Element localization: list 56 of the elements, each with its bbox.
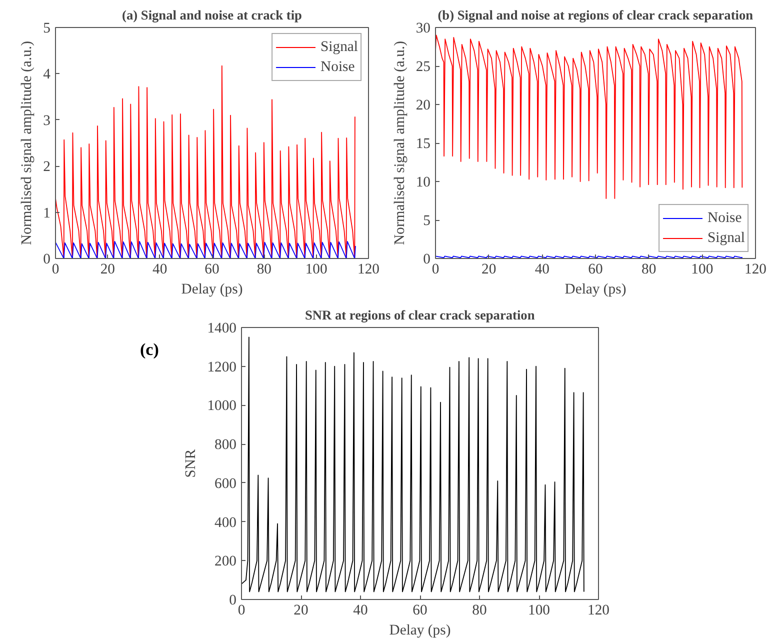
y-tick-label: 600 <box>214 476 236 492</box>
line-series <box>242 336 584 592</box>
x-axis-title: Delay (ps) <box>181 282 243 298</box>
x-tick-label: 120 <box>744 262 766 278</box>
y-tick-label: 200 <box>214 554 236 570</box>
x-tick-label: 100 <box>528 602 550 618</box>
y-tick-label: 25 <box>416 59 430 75</box>
x-tick-label: 80 <box>256 262 272 278</box>
y-tick-label: 800 <box>214 437 236 454</box>
y-tick-label: 1400 <box>207 320 236 336</box>
chart-title: SNR at regions of clear crack separation <box>305 308 536 322</box>
y-tick-label: 10 <box>416 174 430 190</box>
x-tick-label: 60 <box>204 262 220 278</box>
x-tick-label: 80 <box>472 602 487 618</box>
x-tick-label: 20 <box>294 602 308 618</box>
y-tick-label: 4 <box>43 66 52 83</box>
y-tick-label: 2 <box>43 159 50 176</box>
y-tick-label: 5 <box>423 213 430 229</box>
chart-title: (b) Signal and noise at regions of clear crack separation <box>438 8 754 22</box>
x-tick-label: 100 <box>305 262 328 278</box>
x-tick-label: 20 <box>100 262 115 278</box>
y-tick-label: 0 <box>43 252 50 268</box>
x-tick-label: 80 <box>642 262 656 278</box>
y-tick-label: 0 <box>229 592 236 608</box>
x-tick-label: 100 <box>691 262 714 278</box>
x-tick-label: 60 <box>588 262 603 278</box>
chart-title: (a) Signal and noise at crack tip <box>122 8 302 22</box>
legend-label: Noise <box>708 210 742 226</box>
x-axis-title: Delay (ps) <box>389 622 451 638</box>
x-tick-label: 20 <box>482 262 496 278</box>
y-tick-label: 30 <box>416 20 430 36</box>
text: (c) <box>140 340 159 359</box>
legend-label: Signal <box>708 230 745 246</box>
y-tick-label: 1 <box>43 205 50 222</box>
x-tick-label: 120 <box>588 602 610 618</box>
y-axis-title: SNR <box>183 449 200 478</box>
x-tick-label: 40 <box>534 262 550 278</box>
x-tick-label: 120 <box>358 262 380 278</box>
y-tick-label: 15 <box>416 136 430 152</box>
y-axis-title: Normalised signal amplitude (a.u.) <box>392 40 408 245</box>
x-tick-label: 40 <box>353 602 368 618</box>
legend-label: Signal <box>320 38 358 56</box>
x-tick-label: 60 <box>412 602 428 618</box>
y-tick-label: 1200 <box>207 359 236 376</box>
line-series <box>436 34 743 199</box>
y-tick-label: 1000 <box>207 398 236 414</box>
y-axis-title: Normalised signal amplitude (a.u.) <box>19 40 36 245</box>
x-tick-label: 40 <box>152 262 168 278</box>
line-series <box>56 240 356 258</box>
x-axis-title: Delay (ps) <box>564 282 626 298</box>
y-tick-label: 20 <box>416 98 430 114</box>
y-tick-label: 3 <box>43 112 50 129</box>
y-tick-label: 5 <box>43 20 50 36</box>
legend-label: Noise <box>320 58 355 76</box>
y-tick-label: 400 <box>214 514 236 531</box>
y-tick-label: 0 <box>423 252 430 268</box>
